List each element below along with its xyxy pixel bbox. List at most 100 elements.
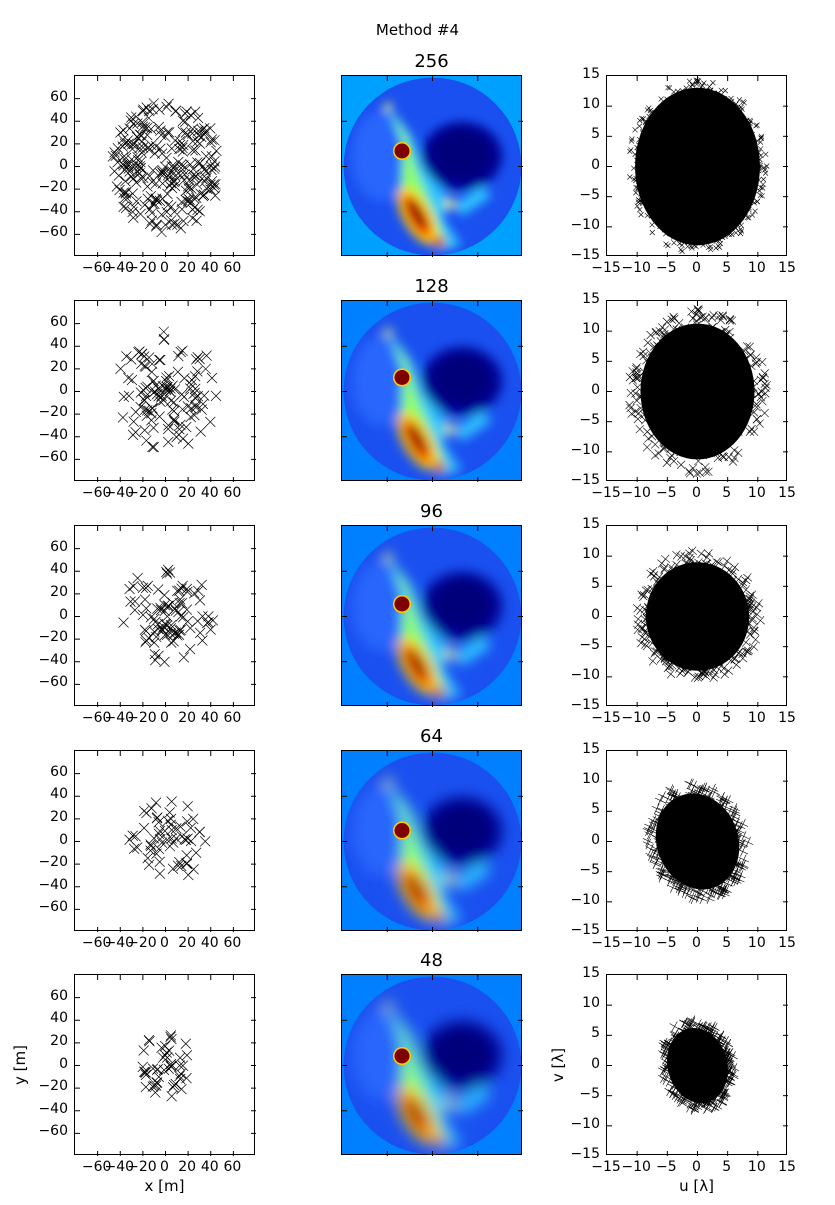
antenna-layout-axes: [74, 75, 256, 257]
y-tick-label: −40: [38, 426, 68, 443]
x-tick-label: −40: [104, 260, 135, 276]
y-tick-label: 20: [50, 1032, 68, 1049]
u-tick-label: −10: [621, 935, 651, 951]
y-tick-label: −40: [38, 1100, 68, 1117]
x-tick-label: −20: [127, 935, 157, 951]
v-tick-label: −10: [570, 666, 600, 683]
u-tick-label: 5: [722, 260, 732, 276]
y-tick-label: −40: [38, 651, 68, 668]
x-tick-label: 0: [160, 1159, 169, 1175]
u-tick-label: −10: [621, 710, 651, 726]
y-tick-label: 60: [50, 313, 68, 330]
u-tick-label: 15: [778, 710, 796, 726]
x-tick-label: 20: [178, 485, 197, 501]
v-tick-label: 15: [582, 516, 600, 532]
y-tick-label: 40: [50, 336, 68, 353]
u-tick-label: 0: [692, 710, 701, 726]
y-tick-label: 40: [50, 1010, 68, 1027]
u-tick-label: −15: [591, 935, 621, 951]
u-tick-label: −15: [591, 485, 621, 501]
y-tick-label: −60: [38, 449, 68, 466]
y-tick-label: 20: [50, 808, 68, 825]
v-tick-label: 15: [582, 741, 600, 757]
y-tick-label: −20: [38, 854, 68, 871]
y-tick-label: −60: [38, 899, 68, 916]
u-tick-label: −5: [656, 710, 677, 726]
u-tick-label: −5: [656, 935, 677, 951]
antenna-layout-axes: [74, 750, 256, 932]
u-tick-label: 5: [722, 485, 732, 501]
v-tick-label: −5: [579, 1085, 600, 1102]
x-tick-label: 20: [178, 935, 197, 951]
v-tick-label: 0: [591, 606, 600, 623]
sky-image-axes: [341, 525, 523, 707]
y-tick-label: −20: [38, 629, 68, 646]
v-tick-label: −10: [570, 216, 600, 233]
y-tick-label: −40: [38, 201, 68, 218]
x-tick-label: −20: [127, 710, 157, 726]
y-tick-label: 60: [50, 538, 68, 555]
v-tick-label: 5: [591, 576, 600, 593]
v-tick-label: 5: [591, 1025, 600, 1042]
y-tick-label: −40: [38, 876, 68, 893]
v-tick-label: −15: [570, 697, 600, 713]
y-tick-label: 20: [50, 583, 68, 600]
x-tick-label: 40: [200, 1159, 219, 1175]
y-axis-label: y [m]: [11, 1044, 29, 1085]
y-tick-label: 0: [59, 381, 68, 398]
x-tick-label: 40: [200, 935, 219, 951]
v-tick-label: 15: [582, 66, 600, 82]
x-tick-label: 0: [160, 485, 169, 501]
y-tick-label: 0: [59, 156, 68, 173]
x-tick-label: −20: [127, 260, 157, 276]
v-tick-label: 0: [591, 156, 600, 173]
v-tick-label: 5: [591, 351, 600, 368]
x-tick-label: 60: [223, 485, 242, 501]
v-tick-label: 5: [591, 126, 600, 143]
v-tick-label: 0: [591, 381, 600, 398]
u-tick-label: 10: [747, 935, 766, 951]
v-tick-label: 0: [591, 831, 600, 848]
y-tick-label: 40: [50, 111, 68, 128]
y-tick-label: 0: [59, 831, 68, 848]
antenna-layout-axes: [74, 300, 256, 482]
x-axis-label: x [m]: [144, 1177, 185, 1195]
x-tick-label: 60: [223, 935, 242, 951]
sky-image-axes: [341, 974, 523, 1156]
uv-coverage-axes: [606, 974, 788, 1156]
u-tick-label: 0: [692, 1159, 701, 1175]
x-tick-label: 40: [200, 260, 219, 276]
y-tick-label: 20: [50, 358, 68, 375]
y-tick-label: 40: [50, 786, 68, 803]
uv-coverage-axes: [606, 750, 788, 932]
u-tick-label: 10: [747, 485, 766, 501]
v-tick-label: −15: [570, 922, 600, 938]
u-tick-label: −10: [621, 485, 651, 501]
u-tick-label: 15: [778, 935, 796, 951]
v-tick-label: −15: [570, 472, 600, 488]
u-tick-label: −5: [656, 485, 677, 501]
v-tick-label: −15: [570, 247, 600, 263]
v-axis-label: v [λ]: [549, 1047, 567, 1082]
antenna-layout-axes: [74, 525, 256, 707]
y-tick-label: 40: [50, 561, 68, 578]
v-tick-label: 10: [582, 771, 600, 788]
v-tick-label: −5: [579, 861, 600, 878]
image-panel-title: 64: [420, 726, 443, 747]
u-tick-label: −10: [621, 1159, 651, 1175]
figure-suptitle: Method #4: [375, 21, 460, 39]
uv-coverage-axes: [606, 300, 788, 482]
u-tick-label: −15: [591, 260, 621, 276]
sky-image-axes: [341, 300, 523, 482]
u-tick-label: 10: [747, 260, 766, 276]
u-tick-label: 0: [692, 485, 701, 501]
v-tick-label: 15: [582, 965, 600, 981]
y-tick-label: −20: [38, 404, 68, 421]
image-panel-title: 48: [420, 950, 443, 971]
u-tick-label: 15: [778, 485, 796, 501]
v-tick-label: −15: [570, 1146, 600, 1162]
u-tick-label: −15: [591, 1159, 621, 1175]
y-tick-label: −60: [38, 1123, 68, 1140]
uv-coverage-axes: [606, 75, 788, 257]
image-panel-title: 128: [414, 276, 449, 297]
